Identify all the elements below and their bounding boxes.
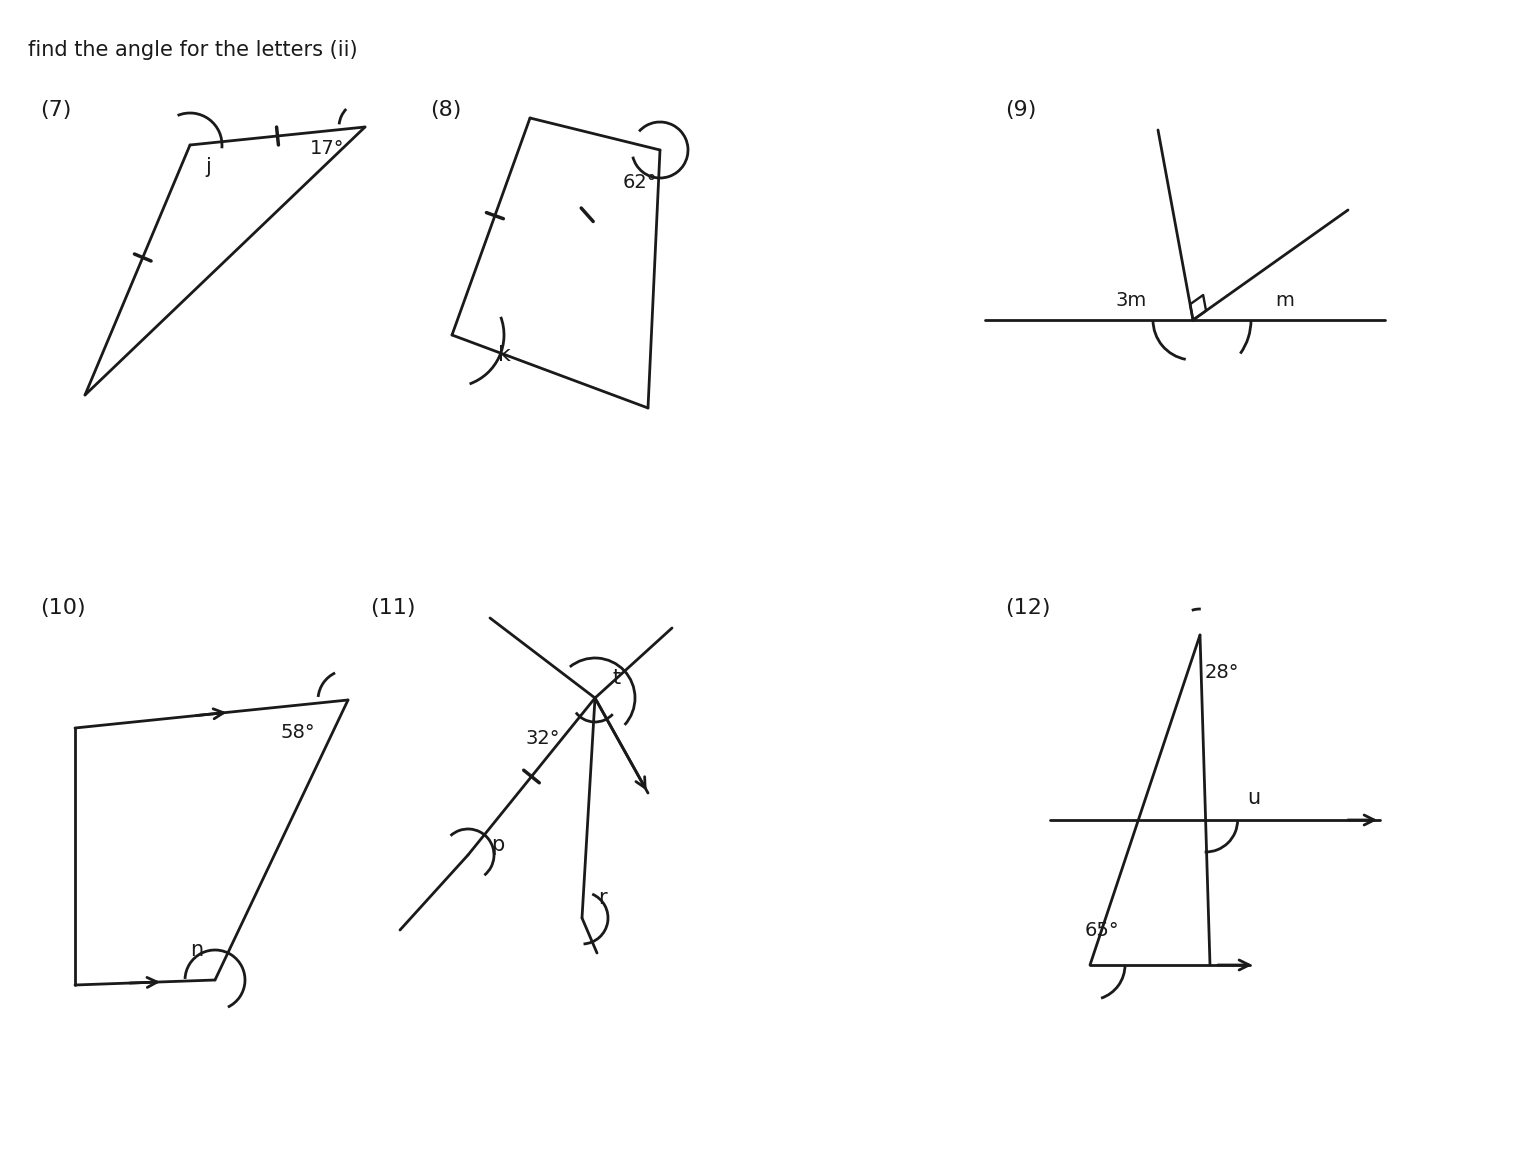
Text: m: m	[1275, 290, 1295, 310]
Text: (11): (11)	[369, 598, 415, 618]
Text: j: j	[205, 157, 211, 177]
Text: 65°: 65°	[1085, 921, 1119, 941]
Text: p: p	[491, 835, 505, 855]
Text: 3m: 3m	[1116, 290, 1146, 310]
Text: (10): (10)	[40, 598, 85, 618]
Text: (9): (9)	[1005, 101, 1037, 120]
Text: (7): (7)	[40, 101, 71, 120]
Text: find the angle for the letters (ii): find the angle for the letters (ii)	[27, 40, 357, 60]
Text: 58°: 58°	[281, 722, 315, 741]
Text: n: n	[190, 940, 204, 959]
Text: 28°: 28°	[1205, 664, 1239, 682]
Text: (12): (12)	[1005, 598, 1050, 618]
Text: 17°: 17°	[310, 140, 344, 158]
Text: t: t	[613, 668, 622, 688]
Text: 32°: 32°	[526, 728, 561, 748]
Text: 62°: 62°	[623, 172, 657, 192]
Text: (8): (8)	[430, 101, 462, 120]
Text: r: r	[597, 888, 606, 907]
Text: u: u	[1246, 788, 1260, 808]
Text: k: k	[497, 344, 511, 365]
